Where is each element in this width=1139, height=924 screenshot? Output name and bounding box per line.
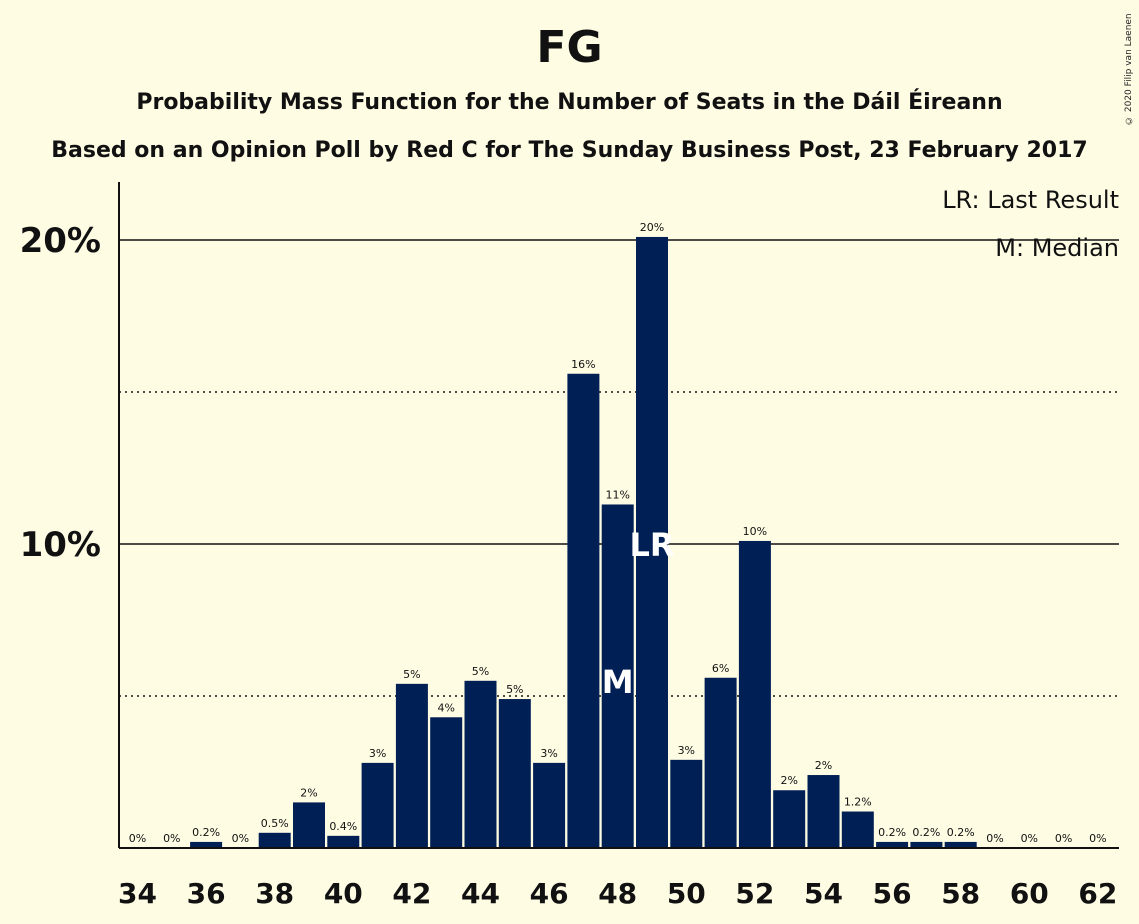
bar-52	[738, 540, 771, 848]
value-label-51: 6%	[712, 662, 729, 675]
bar-57	[910, 841, 943, 848]
chart-title: FG	[536, 22, 603, 73]
bar-53	[773, 790, 806, 848]
x-tick-40: 40	[324, 877, 363, 910]
value-label-49: 20%	[640, 221, 664, 234]
value-label-57: 0.2%	[912, 826, 940, 839]
bar-47	[567, 373, 600, 848]
value-label-61: 0%	[1055, 832, 1072, 845]
value-label-45: 5%	[506, 683, 523, 696]
x-tick-62: 62	[1078, 877, 1117, 910]
value-labels: 0% 0% 0.2% 0% 0.5% 2% 0.4% 3% 5% 4% 5% 5% 3% 16% 11% 20…	[129, 221, 1107, 845]
x-tick-42: 42	[392, 877, 431, 910]
bar-55	[841, 811, 874, 848]
value-label-46: 3%	[540, 747, 557, 760]
x-tick-54: 54	[804, 877, 843, 910]
x-tick-60: 60	[1010, 877, 1049, 910]
bar-40	[327, 835, 360, 848]
value-label-37: 0%	[232, 832, 249, 845]
axes: 34 36 38 40 42 44 46 48 50 52 54 56 58 60 62 10% 20%	[20, 182, 1119, 910]
value-label-50: 3%	[678, 744, 695, 757]
x-tick-58: 58	[941, 877, 980, 910]
bar-36	[190, 841, 223, 848]
marker-m: M	[602, 663, 634, 701]
x-tick-38: 38	[255, 877, 294, 910]
bar-43	[430, 717, 463, 848]
value-label-38: 0.5%	[261, 817, 289, 830]
value-label-34: 0%	[129, 832, 146, 845]
value-label-44: 5%	[472, 665, 489, 678]
x-tick-48: 48	[598, 877, 637, 910]
chart-source: Based on an Opinion Poll by Red C for Th…	[51, 138, 1088, 163]
value-label-55: 1.2%	[844, 796, 872, 809]
y-tick-20: 20%	[20, 221, 101, 261]
legend-median: M: Median	[995, 234, 1119, 262]
bars	[190, 236, 977, 848]
x-tick-50: 50	[667, 877, 706, 910]
value-label-42: 5%	[403, 668, 420, 681]
bar-54	[807, 775, 840, 848]
x-tick-44: 44	[461, 877, 500, 910]
chart-subtitle: Probability Mass Function for the Number…	[136, 90, 1003, 115]
y-tick-10: 10%	[20, 525, 101, 565]
value-label-40: 0.4%	[329, 820, 357, 833]
bar-41	[361, 762, 394, 848]
bar-58	[944, 841, 977, 848]
bar-51	[704, 677, 737, 848]
value-label-36: 0.2%	[192, 826, 220, 839]
value-label-52: 10%	[743, 525, 767, 538]
value-label-35: 0%	[163, 832, 180, 845]
bar-49	[636, 236, 668, 848]
bar-39	[293, 802, 325, 848]
x-tick-56: 56	[873, 877, 912, 910]
value-label-58: 0.2%	[947, 826, 975, 839]
value-label-62: 0%	[1089, 832, 1106, 845]
value-label-54: 2%	[815, 759, 832, 772]
x-tick-36: 36	[187, 877, 226, 910]
markers: LR M	[602, 526, 675, 701]
value-label-60: 0%	[1021, 832, 1038, 845]
marker-lr: LR	[629, 526, 674, 564]
value-label-43: 4%	[437, 701, 454, 714]
bar-44	[464, 680, 497, 848]
bar-38	[258, 832, 291, 848]
bar-56	[876, 841, 909, 848]
value-label-56: 0.2%	[878, 826, 906, 839]
value-label-53: 2%	[780, 774, 797, 787]
x-tick-34: 34	[118, 877, 157, 910]
legend-last-result: LR: Last Result	[942, 186, 1119, 214]
bar-48	[601, 504, 634, 848]
value-label-59: 0%	[986, 832, 1003, 845]
value-label-48: 11%	[605, 488, 629, 501]
value-label-39: 2%	[300, 786, 317, 799]
bar-42	[395, 683, 428, 848]
value-label-47: 16%	[571, 358, 595, 371]
x-tick-46: 46	[530, 877, 569, 910]
value-label-41: 3%	[369, 747, 386, 760]
bar-46	[533, 762, 566, 848]
x-tick-52: 52	[735, 877, 774, 910]
bar-50	[670, 759, 703, 848]
bar-45	[498, 699, 531, 848]
